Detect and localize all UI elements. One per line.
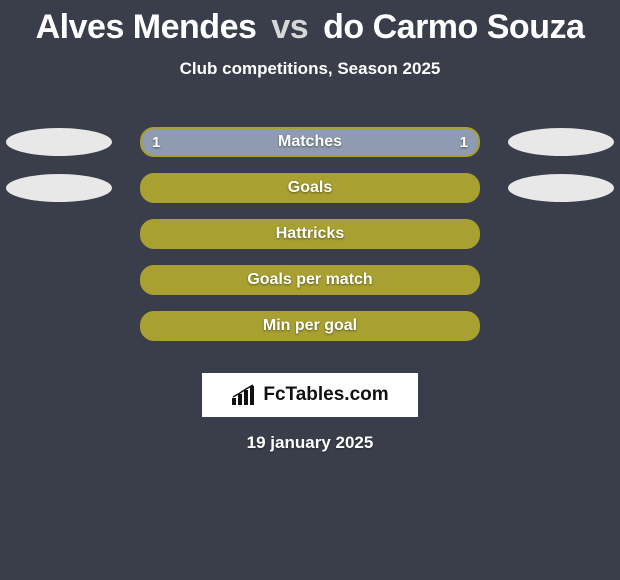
bar-chart-icon bbox=[231, 384, 257, 406]
player1-name: Alves Mendes bbox=[36, 8, 257, 46]
ellipse-left bbox=[6, 128, 112, 156]
stat-bar-goals-per-match: Goals per match bbox=[140, 265, 480, 295]
stat-bar-goals: Goals bbox=[140, 173, 480, 203]
vs-separator: vs bbox=[271, 8, 308, 46]
stat-label: Hattricks bbox=[276, 225, 344, 243]
stat-row-min-per-goal: Min per goal bbox=[0, 303, 620, 349]
stat-bar-matches: 1 1 Matches bbox=[140, 127, 480, 157]
footer-date: 19 january 2025 bbox=[0, 433, 620, 453]
stat-row-hattricks: Hattricks bbox=[0, 211, 620, 257]
value-right: 1 bbox=[460, 134, 468, 151]
stat-label: Matches bbox=[278, 133, 342, 151]
stat-row-goals: Goals bbox=[0, 165, 620, 211]
value-left: 1 bbox=[152, 134, 160, 151]
ellipse-right bbox=[508, 128, 614, 156]
ellipse-right bbox=[508, 174, 614, 202]
stat-label: Goals per match bbox=[247, 271, 372, 289]
stat-label: Min per goal bbox=[263, 317, 357, 335]
subtitle: Club competitions, Season 2025 bbox=[0, 59, 620, 79]
player2-name: do Carmo Souza bbox=[323, 8, 584, 46]
stat-row-goals-per-match: Goals per match bbox=[0, 257, 620, 303]
page-title: Alves Mendes vs do Carmo Souza bbox=[0, 0, 620, 47]
stat-bar-min-per-goal: Min per goal bbox=[140, 311, 480, 341]
stat-label: Goals bbox=[288, 179, 332, 197]
stat-rows: 1 1 Matches Goals Hattricks Goals per match Mi… bbox=[0, 119, 620, 349]
ellipse-left bbox=[6, 174, 112, 202]
stat-bar-hattricks: Hattricks bbox=[140, 219, 480, 249]
logo-box: FcTables.com bbox=[202, 373, 418, 417]
logo-text: FcTables.com bbox=[263, 384, 388, 406]
stat-row-matches: 1 1 Matches bbox=[0, 119, 620, 165]
